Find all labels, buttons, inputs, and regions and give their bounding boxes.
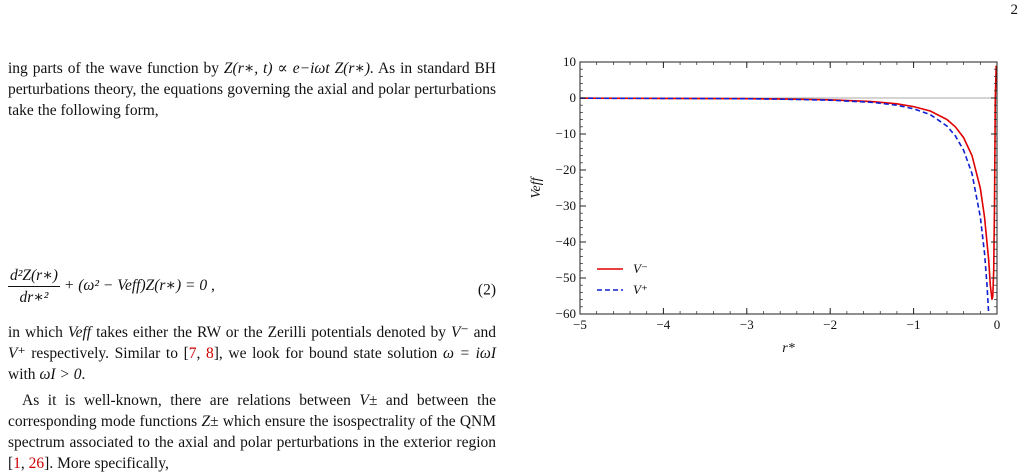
inline-math: Z±: [201, 413, 219, 430]
y-tick-label: −50: [556, 270, 576, 285]
series-line-v-plus: [580, 97, 990, 314]
inline-math: V⁺: [8, 345, 26, 362]
text-span: ]. More specifically,: [44, 455, 169, 472]
inline-math: ω = iωI: [442, 345, 496, 362]
equation-body: d²Z(r∗) dr∗² + (ω² − Veff)Z(r∗) = 0 ,: [8, 265, 215, 308]
inline-math: V⁻: [450, 324, 469, 341]
paragraph-intro: ing parts of the wave function by Z(r∗, …: [8, 58, 496, 121]
page-number: 2: [1010, 2, 1019, 18]
text-span: ,: [20, 455, 29, 472]
citation-link[interactable]: 1: [13, 455, 21, 472]
x-tick-label: −5: [573, 317, 587, 332]
paragraph-potentials: in which Veff takes either the RW or the…: [8, 322, 496, 385]
fraction-denominator: dr∗²: [19, 289, 49, 306]
text-span: .: [81, 366, 86, 383]
y-tick-label: −40: [556, 234, 576, 249]
equation-fraction: d²Z(r∗) dr∗²: [8, 265, 60, 308]
text-span: ,: [196, 345, 206, 362]
y-axis-label: Veff: [529, 175, 544, 198]
inline-math: ωI > 0: [39, 366, 82, 383]
y-tick-label: 10: [563, 54, 576, 69]
legend-label: V⁺: [633, 282, 648, 297]
equation-number: (2): [477, 281, 496, 299]
text-span: ], we look for bound state solution: [213, 345, 443, 362]
inline-equation: Z(r∗, t) ∝ e−iωt Z(r∗).: [223, 60, 374, 77]
equation-rest: + (ω² − Veff)Z(r∗) = 0 ,: [63, 277, 215, 295]
text-span: with: [8, 366, 40, 383]
equation-2: d²Z(r∗) dr∗² + (ω² − Veff)Z(r∗) = 0 , (2…: [8, 265, 496, 315]
y-tick-label: −20: [556, 162, 576, 177]
inline-math: V±: [359, 392, 378, 409]
y-tick-label: 0: [570, 90, 577, 105]
legend-label: V⁻: [633, 261, 648, 276]
fraction-numerator: d²Z(r∗): [8, 265, 60, 287]
citation-link[interactable]: 8: [206, 345, 214, 362]
plot-frame: [579, 61, 998, 315]
text-span: respectively. Similar to [: [25, 345, 189, 362]
x-axis-label: r*: [782, 341, 794, 356]
text-span: and: [468, 324, 496, 341]
text-span: ing parts of the wave function by: [8, 60, 224, 77]
citation-link[interactable]: 7: [188, 345, 197, 362]
chart-legend: V⁻ V⁺: [597, 261, 648, 297]
x-tick-label: −4: [656, 317, 670, 332]
y-tick-label: −30: [556, 198, 576, 213]
inline-math: Veff: [67, 324, 92, 341]
x-tick-label: 0: [994, 317, 1001, 332]
citation-link[interactable]: 26: [28, 455, 45, 472]
chart-series: [580, 65, 997, 314]
y-tick-label: −10: [556, 126, 576, 141]
y-tick-label: −60: [556, 306, 576, 321]
text-span: As it is well-known, there are relations…: [22, 392, 360, 409]
x-tick-label: −1: [907, 317, 921, 332]
text-span: in which: [8, 324, 68, 341]
text-span: takes either the RW or the Zerilli poten…: [91, 324, 451, 341]
text-span: As in standard BH perturbations theory, …: [8, 60, 497, 119]
x-tick-label: −2: [823, 317, 837, 332]
x-tick-label: −3: [740, 317, 754, 332]
